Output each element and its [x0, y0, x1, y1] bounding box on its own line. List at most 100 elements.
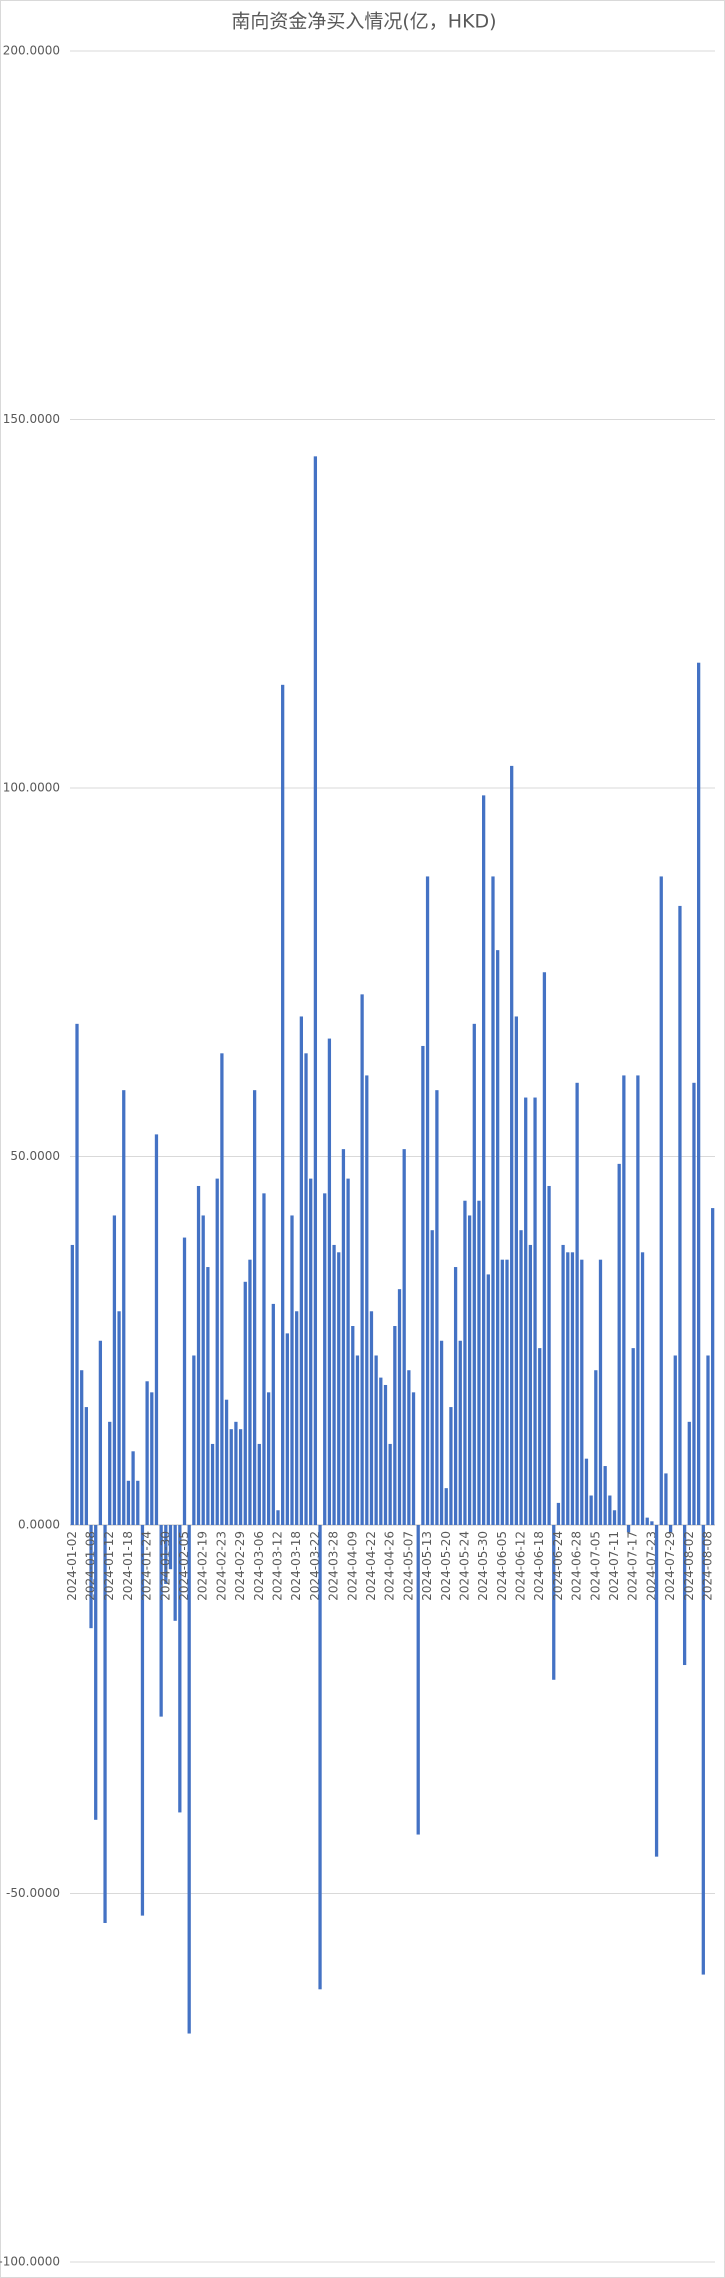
bar	[271, 1303, 275, 1525]
bar	[692, 1082, 696, 1525]
bar	[98, 1340, 103, 1525]
bar	[243, 1281, 247, 1525]
bar	[360, 994, 364, 1525]
bar	[337, 1252, 341, 1525]
bar	[257, 1443, 261, 1525]
bar	[626, 1525, 631, 1533]
bar	[439, 1340, 444, 1525]
x-tick-label: 2024-01-30	[158, 1531, 172, 1601]
bar	[108, 1421, 112, 1525]
bar	[346, 1178, 350, 1525]
bar	[388, 1443, 392, 1525]
bar	[477, 1200, 481, 1525]
y-tick-label: 200.0000	[3, 44, 60, 58]
bar	[365, 1075, 369, 1525]
bar	[673, 1355, 677, 1525]
bar	[496, 950, 500, 1525]
bar	[682, 1525, 687, 1666]
bar	[678, 905, 682, 1525]
bar	[608, 1495, 612, 1525]
y-tick-label: 0.0000	[18, 1518, 60, 1532]
bar	[505, 1259, 509, 1525]
bar	[458, 1340, 462, 1525]
bar	[252, 1090, 257, 1525]
bar	[201, 1215, 205, 1525]
bar	[94, 1525, 98, 1820]
bar	[486, 1274, 490, 1525]
bar	[631, 1348, 635, 1525]
bar	[533, 1097, 537, 1525]
bar	[570, 1252, 575, 1525]
bar	[136, 1480, 140, 1525]
x-tick-label: 2024-07-05	[588, 1531, 602, 1601]
bar	[687, 1421, 691, 1525]
bar	[561, 1244, 565, 1525]
bar	[374, 1355, 378, 1525]
bar	[524, 1097, 528, 1525]
bar	[612, 1510, 617, 1525]
bar	[112, 1215, 117, 1525]
x-tick-label: 2024-02-19	[196, 1531, 210, 1601]
bar	[402, 1149, 406, 1525]
x-tick-label: 2024-03-18	[289, 1531, 303, 1601]
bar	[664, 1473, 668, 1525]
bar	[224, 1399, 229, 1525]
bar	[711, 1208, 715, 1525]
bar	[220, 1053, 224, 1525]
bar	[706, 1355, 710, 1525]
bar	[89, 1525, 93, 1629]
bar	[154, 1134, 159, 1525]
bar	[313, 456, 318, 1526]
bar	[285, 1333, 289, 1525]
bar	[103, 1525, 107, 1923]
bar	[75, 1023, 79, 1525]
bar	[580, 1259, 584, 1525]
x-tick-label: 2024-04-26	[383, 1531, 397, 1601]
bar	[603, 1466, 607, 1525]
chart-title: 南向资金净买入情况(亿，HKD)	[231, 11, 496, 33]
bar	[435, 1090, 439, 1525]
x-tick-label: 2024-02-23	[214, 1531, 228, 1601]
x-tick-label: 2024-03-12	[270, 1531, 284, 1601]
x-tick-label: 2024-07-11	[607, 1531, 621, 1601]
bar	[332, 1244, 336, 1525]
bar	[295, 1311, 299, 1525]
bar	[463, 1200, 467, 1525]
bar	[341, 1149, 346, 1525]
bar	[140, 1525, 145, 1916]
x-tick-label: 2024-06-28	[570, 1531, 584, 1601]
bar	[528, 1244, 533, 1525]
x-tick-label: 2024-04-09	[345, 1531, 359, 1601]
bar	[668, 1525, 673, 1533]
x-tick-label: 2024-02-05	[177, 1531, 191, 1601]
bar	[327, 1038, 332, 1525]
bar	[309, 1178, 313, 1525]
bar	[262, 1193, 266, 1525]
bar	[411, 1392, 416, 1525]
bar	[304, 1053, 308, 1525]
bar	[178, 1525, 182, 1813]
bar	[159, 1525, 163, 1717]
bar	[430, 1230, 434, 1525]
x-tick-label: 2024-07-23	[644, 1531, 658, 1601]
bar	[654, 1525, 659, 1857]
x-tick-label: 2024-08-08	[700, 1531, 714, 1601]
bar	[182, 1237, 187, 1525]
bar	[538, 1348, 542, 1525]
bar	[453, 1267, 458, 1525]
x-tick-label: 2024-03-22	[308, 1531, 322, 1601]
bar	[598, 1259, 603, 1525]
bar	[192, 1355, 196, 1525]
bar	[617, 1163, 621, 1525]
bar	[594, 1370, 598, 1525]
bar	[383, 1384, 388, 1525]
bar	[514, 1016, 518, 1525]
x-tick-label: 2024-02-29	[233, 1531, 247, 1601]
bar	[290, 1215, 294, 1525]
bar	[393, 1326, 397, 1525]
x-tick-label: 2024-01-02	[65, 1531, 79, 1601]
bar	[80, 1370, 84, 1525]
bar	[215, 1178, 219, 1525]
bar	[122, 1090, 126, 1525]
